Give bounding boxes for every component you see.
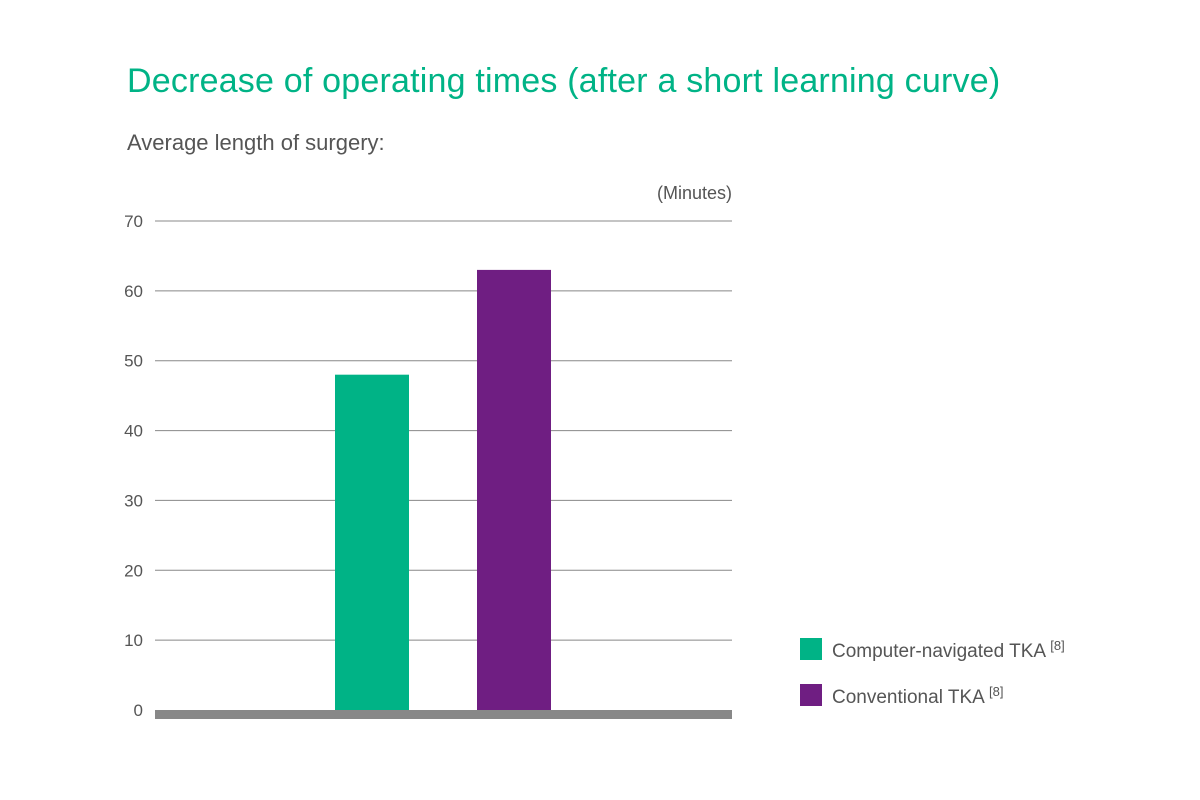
legend-label-conventional: Conventional TKA [8] (832, 684, 1004, 708)
legend-swatch-computer-navigated (800, 638, 822, 660)
legend-label-computer-navigated: Computer-navigated TKA [8] (832, 638, 1065, 662)
legend-swatch-conventional (800, 684, 822, 706)
y-tick-label-10: 10 (124, 631, 143, 650)
x-axis-baseline (155, 710, 732, 719)
y-tick-label-50: 50 (124, 352, 143, 371)
y-tick-label-60: 60 (124, 282, 143, 301)
bar-conventional-tka (477, 269, 551, 710)
y-tick-label-30: 30 (124, 491, 143, 510)
chart-subtitle: Average length of surgery: (127, 130, 385, 155)
y-tick-label-0: 0 (134, 701, 143, 720)
y-tick-label-40: 40 (124, 422, 143, 441)
y-axis-unit-label: (Minutes) (656, 183, 732, 203)
chart-title: Decrease of operating times (after a sho… (127, 62, 1001, 100)
y-tick-label-70: 70 (124, 212, 143, 231)
y-tick-label-20: 20 (124, 561, 143, 580)
bar-computer-navigated-tka (335, 374, 409, 710)
